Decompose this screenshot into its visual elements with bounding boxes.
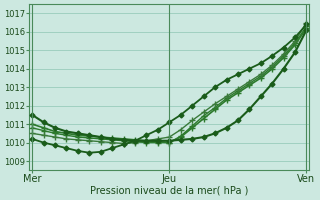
- X-axis label: Pression niveau de la mer( hPa ): Pression niveau de la mer( hPa ): [90, 186, 249, 196]
